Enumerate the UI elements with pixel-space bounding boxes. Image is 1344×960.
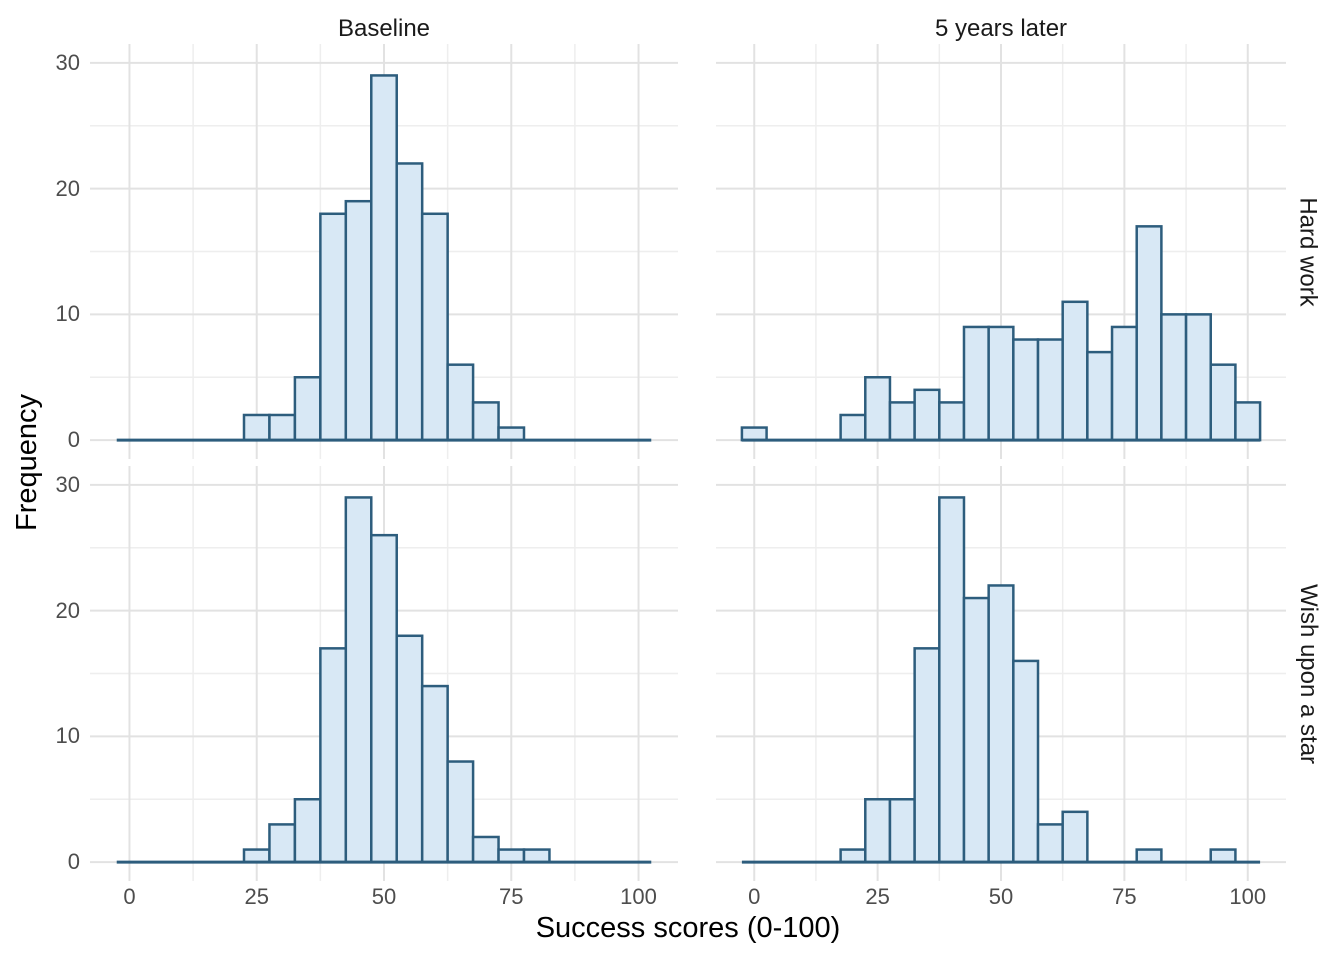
histogram-bar bbox=[1036, 823, 1064, 864]
histogram-bar bbox=[268, 823, 297, 864]
histogram-bar bbox=[938, 401, 966, 442]
histogram-bar bbox=[987, 325, 1015, 442]
histogram-bar bbox=[446, 760, 475, 864]
y-tick-label: 0 bbox=[67, 849, 80, 875]
y-tick-label: 0 bbox=[67, 427, 80, 453]
x-tick-label: 25 bbox=[865, 884, 890, 909]
histogram-bar bbox=[1160, 313, 1188, 442]
histogram-bar bbox=[319, 647, 348, 864]
x-axis-title: Success scores (0-100) bbox=[535, 912, 841, 944]
histogram-bar bbox=[242, 413, 271, 442]
facet-col-label-5-years-later: 5 years later bbox=[934, 15, 1068, 42]
histogram-bar bbox=[344, 199, 373, 442]
histogram-bar bbox=[1061, 810, 1089, 864]
histogram-bar bbox=[446, 363, 475, 442]
histogram-bar bbox=[293, 376, 322, 442]
y-tick-label: 30 bbox=[55, 49, 80, 75]
y-axis-title: Frequency bbox=[0, 333, 54, 593]
histogram-bar bbox=[395, 634, 424, 864]
histogram-bar bbox=[1012, 338, 1040, 442]
histogram-bar bbox=[370, 533, 398, 864]
y-tick-label: 20 bbox=[55, 597, 80, 623]
histogram-bar bbox=[242, 848, 271, 864]
histogram-bar bbox=[522, 848, 551, 864]
facet-row-label-hard-work: Hard work bbox=[1282, 122, 1334, 382]
x-tick-label: 0 bbox=[748, 884, 761, 909]
histogram-bar bbox=[1209, 363, 1237, 442]
y-tick-label: 30 bbox=[55, 471, 80, 497]
x-tick-label: 0 bbox=[123, 884, 136, 909]
histogram-bar bbox=[913, 388, 941, 442]
facet-row-label-wish-upon-a-star: Wish upon a star bbox=[1282, 544, 1334, 804]
x-tick-label: 75 bbox=[499, 884, 524, 909]
histogram-bar bbox=[497, 848, 526, 864]
x-tick-label: 75 bbox=[1112, 884, 1137, 909]
histogram-bar bbox=[740, 426, 768, 442]
facet-col-label-baseline: Baseline bbox=[337, 15, 431, 42]
histogram-bar bbox=[420, 684, 449, 864]
histogram-bar bbox=[268, 413, 297, 442]
histogram-bar bbox=[1234, 401, 1262, 442]
histogram-bar bbox=[497, 426, 526, 442]
y-tick-label: 10 bbox=[55, 723, 80, 749]
histogram-bar bbox=[471, 835, 500, 864]
histogram-bar bbox=[864, 798, 892, 864]
x-tick-label: 100 bbox=[620, 884, 657, 909]
x-tick-label: 50 bbox=[988, 884, 1014, 909]
histogram-bar bbox=[938, 496, 966, 864]
y-tick-label: 20 bbox=[55, 175, 80, 201]
histogram-bar bbox=[370, 74, 398, 442]
histogram-bar bbox=[1036, 338, 1064, 442]
histogram-bar bbox=[962, 325, 990, 442]
histogram-bar bbox=[1110, 325, 1138, 442]
histogram-bar bbox=[1086, 350, 1114, 442]
facet-row-label-text: Wish upon a star bbox=[1295, 583, 1322, 764]
x-tick-label: 100 bbox=[1229, 884, 1267, 909]
histogram-bar bbox=[420, 212, 449, 442]
y-tick-label: 10 bbox=[55, 301, 80, 327]
histogram-bar bbox=[839, 413, 867, 442]
facet-row-label-text: Hard work bbox=[1295, 196, 1323, 307]
histogram-bar bbox=[987, 584, 1015, 864]
histogram-bar bbox=[344, 496, 373, 864]
histogram-bar bbox=[1209, 848, 1237, 864]
histogram-bar bbox=[962, 596, 990, 864]
histogram-bar bbox=[1135, 848, 1163, 864]
histogram-bar bbox=[913, 647, 941, 864]
y-axis-title-text: Frequency bbox=[10, 393, 43, 532]
histogram-bar bbox=[888, 798, 916, 864]
histogram-bar bbox=[1184, 313, 1212, 442]
x-tick-label: 25 bbox=[244, 884, 269, 909]
histogram-bar bbox=[864, 376, 892, 442]
histogram-bar bbox=[1135, 225, 1163, 442]
histogram-bar bbox=[395, 162, 424, 442]
x-tick-label: 50 bbox=[371, 884, 397, 909]
histogram-bar bbox=[319, 212, 348, 442]
histogram-bar bbox=[471, 401, 500, 442]
histogram-bar bbox=[293, 798, 322, 864]
histogram-bar bbox=[839, 848, 867, 864]
histogram-bar bbox=[888, 401, 916, 442]
histogram-bar bbox=[1012, 659, 1040, 864]
histogram-bar bbox=[1061, 300, 1089, 442]
